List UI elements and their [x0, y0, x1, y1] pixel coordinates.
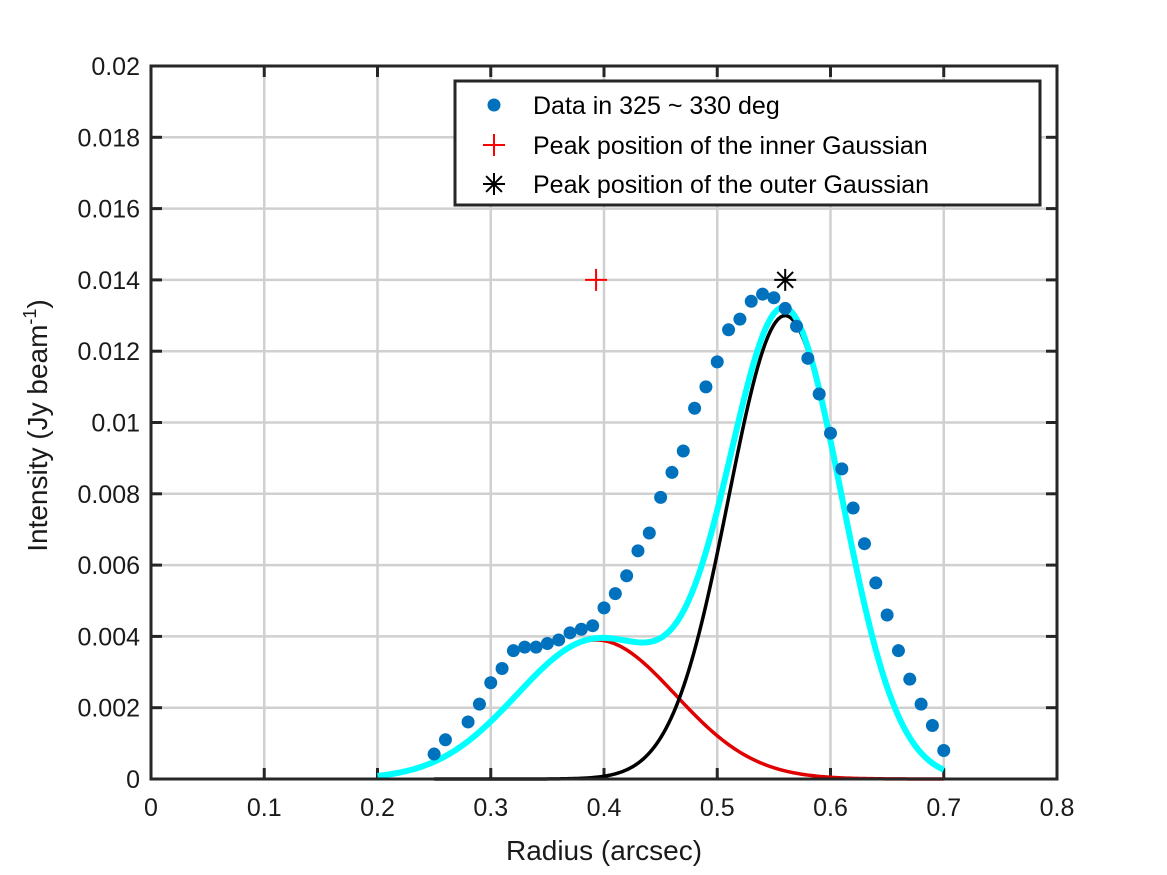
data-point — [835, 462, 849, 476]
data-point — [438, 733, 452, 747]
data-point — [620, 569, 634, 583]
data-point — [552, 633, 566, 647]
tick-labels: 0 0.1 0.2 0.3 0.4 0.5 0.6 0.7 0.8 0 0.002 0.004 0.00… — [77, 53, 1074, 822]
data-point — [790, 319, 804, 333]
axes-frame — [149, 64, 1059, 781]
y-tick-label: 0.008 — [77, 481, 140, 509]
x-tick-label: 0.3 — [473, 794, 508, 822]
x-tick-label: 0.4 — [587, 794, 622, 822]
data-point — [699, 380, 713, 394]
y-tick-label: 0.018 — [77, 124, 140, 152]
data-point — [642, 526, 656, 540]
y-tick-label: 0.004 — [77, 623, 140, 651]
y-tick-label: 0.012 — [77, 338, 140, 366]
data-point — [925, 719, 939, 733]
data-point — [495, 661, 509, 675]
y-tick-label: 0.002 — [77, 695, 140, 723]
data-point — [654, 490, 668, 504]
data-point — [563, 626, 577, 640]
data-point — [688, 401, 702, 415]
data-point — [574, 622, 588, 636]
data-point — [540, 637, 554, 651]
data-point — [586, 619, 600, 633]
data-point — [744, 294, 758, 308]
data-point — [597, 601, 611, 615]
data-point — [665, 465, 679, 479]
data-point — [518, 640, 532, 654]
outer-peak-marker — [774, 268, 797, 291]
y-tick-label: 0.016 — [77, 196, 140, 224]
data-points — [427, 287, 951, 761]
x-tick-label: 0.1 — [247, 794, 282, 822]
star-marker-d2 — [776, 271, 794, 289]
data-point — [631, 544, 645, 558]
data-point — [461, 715, 475, 729]
data-point — [812, 387, 826, 401]
legend-symbol-data — [487, 98, 501, 112]
data-point — [824, 426, 837, 440]
data-point — [608, 587, 622, 601]
y-axis-label: Intensity (Jy beam-1) — [20, 299, 53, 552]
y-axis-label-superscript: -1 — [20, 309, 40, 325]
data-point — [472, 697, 486, 711]
x-tick-label: 0.8 — [1040, 794, 1075, 822]
data-point — [801, 351, 815, 365]
y-tick-label: 0.01 — [91, 410, 140, 438]
data-point — [427, 747, 441, 761]
data-point — [767, 291, 781, 305]
data-point — [914, 697, 928, 711]
data-point — [891, 644, 905, 658]
legend-box — [453, 79, 1042, 207]
legend: Data in 325 ~ 330 deg Peak position of t… — [453, 79, 1042, 207]
legend-item-data: Data in 325 ~ 330 deg — [533, 92, 780, 120]
data-point — [529, 640, 543, 654]
y-tick-label: 0.014 — [77, 267, 140, 295]
data-point — [880, 608, 894, 622]
data-point — [733, 312, 747, 326]
data-point — [676, 444, 690, 458]
y-tick-label: 0 — [126, 766, 140, 794]
star-marker-d2 — [485, 175, 503, 193]
x-tick-label: 0 — [144, 794, 158, 822]
y-tick-label: 0.02 — [91, 53, 140, 81]
y-axis-label-close: ) — [22, 299, 53, 308]
data-point — [937, 743, 951, 757]
data-point — [722, 323, 736, 337]
data-point — [869, 576, 883, 590]
inner-peak-marker — [585, 268, 608, 291]
x-tick-label: 0.6 — [813, 794, 848, 822]
y-axis-label-main: Intensity (Jy beam — [22, 325, 53, 552]
data-point — [778, 301, 792, 315]
data-point — [710, 355, 724, 369]
data-point — [506, 644, 520, 658]
x-axis-label: Radius (arcsec) — [506, 835, 702, 866]
legend-symbol-inner-peak — [483, 134, 505, 156]
data-point — [484, 676, 498, 690]
legend-symbols — [483, 98, 505, 195]
legend-symbol-outer-peak — [483, 173, 505, 195]
legend-item-outer-peak: Peak position of the outer Gaussian — [533, 171, 929, 199]
x-tick-label: 0.2 — [360, 794, 395, 822]
total-fit-curve — [377, 304, 946, 779]
peak-markers — [585, 268, 797, 291]
legend-item-inner-peak: Peak position of the inner Gaussian — [533, 132, 928, 160]
x-tick-label: 0.5 — [700, 794, 735, 822]
data-point — [756, 287, 770, 301]
data-point — [903, 672, 917, 686]
data-point — [857, 537, 871, 551]
data-point — [846, 501, 860, 515]
y-tick-label: 0.006 — [77, 552, 140, 580]
x-tick-label: 0.7 — [926, 794, 961, 822]
